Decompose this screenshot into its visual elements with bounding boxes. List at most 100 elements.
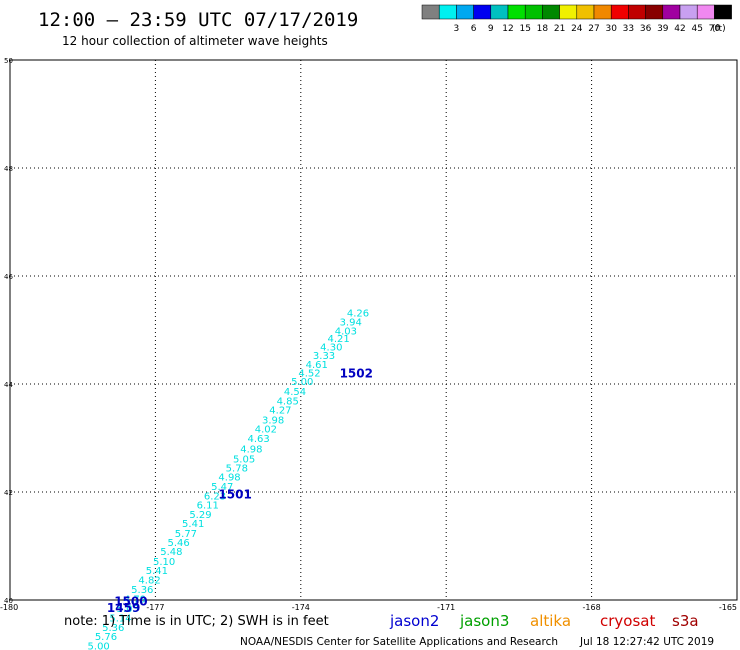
scale-swatch [524,4,543,20]
swh-value: 4.79 [124,595,146,606]
x-tick-label: -180 [0,603,18,612]
swh-value: 4.82 [138,575,160,586]
scale-swatch [576,4,595,20]
scale-swatch [628,4,646,20]
swh-value: 5.00 [291,377,313,388]
scale-swatch [559,4,578,20]
swh-value: 4.63 [247,434,269,445]
scale-swatch [696,4,715,20]
scale-label: 24 [571,24,583,34]
scale-swatch [473,4,492,20]
scale-swatch [610,4,629,20]
x-tick-labels: -180 -177 -174 -171 -168 -165 [0,603,737,612]
satellite-cryosat: cryosat [600,612,655,630]
footer-note: note: 1) Time is in UTC; 2) SWH is in fe… [64,614,329,629]
scale-swatch [679,4,698,20]
scale-swatch [438,4,457,20]
swh-value: 5.00 [88,642,110,650]
y-tick-label: 50 [4,57,13,65]
time-label: 1459 [107,601,140,615]
swh-value: 5.14 [109,614,131,625]
y-tick-label: 40 [4,597,13,605]
scale-swatch [507,4,526,20]
scale-swatch [542,4,560,20]
scale-label: 12 [502,24,513,34]
swh-value: 6.11 [197,501,219,512]
swh-value: 4.02 [255,425,277,436]
satellite-altika: altika [530,612,571,630]
satellite-jason3: jason3 [459,612,509,630]
scale-label: 21 [554,24,565,34]
swh-value: 4.61 [306,360,328,371]
swh-value: 4.98 [218,473,240,484]
y-tick-label: 42 [4,489,13,497]
swh-value: 5.36 [102,623,124,634]
plot-frame [9,59,738,601]
time-label: 1500 [114,594,147,608]
swh-value: 4.27 [269,406,291,417]
chart-subtitle: 12 hour collection of altimeter wave hei… [62,34,328,48]
swh-value: 3.33 [313,351,335,362]
swh-value: 5.05 [117,604,139,615]
swh-value: 3.94 [340,318,362,329]
time-label: 1501 [218,487,251,501]
swh-value: 5.78 [226,463,248,474]
satellite-s3a: s3a [672,612,699,630]
grid [10,60,737,600]
swh-value: 5.36 [131,585,153,596]
swh-value: 5.77 [175,529,197,540]
swh-value: 4.26 [347,309,369,320]
swh-value: 4.98 [240,445,262,456]
scale-label: 27 [588,24,599,34]
scale-label: 9 [488,24,494,34]
swh-value: 5.10 [153,557,175,568]
scale-unit: (ft) [712,24,726,34]
scale-swatch [593,4,612,20]
x-tick-label: -171 [437,603,455,612]
y-tick-label: 44 [4,381,13,389]
x-tick-label: -168 [583,603,601,612]
scale-label: 42 [674,24,685,34]
x-tick-label: -174 [292,603,310,612]
swh-value: 4.54 [284,387,306,398]
swh-value: 4.52 [298,368,320,379]
swh-value: 4.03 [335,326,357,337]
swh-value: 5.46 [168,538,190,549]
scale-swatch [421,4,440,20]
scale-label: 33 [623,24,634,34]
swh-value: 6.23 [204,492,226,503]
scale-label: 3 [454,24,460,34]
y-tick-labels: 40 42 44 46 48 50 [4,57,13,605]
x-tick-label: -177 [146,603,164,612]
swh-value: 4.30 [320,343,342,354]
swh-value: 5.05 [233,454,255,465]
scale-swatch [645,4,664,20]
swh-value: 4.21 [327,334,349,345]
time-label: 1502 [340,367,373,381]
color-scale: 3 6 9 12 15 18 21 24 27 30 33 36 39 42 45 70(ft) [421,4,732,34]
scale-label: 6 [471,24,477,34]
scale-label: 70 [709,24,721,34]
chart-title: 12:00 — 23:59 UTC 07/17/2019 [38,9,358,31]
swh-value: 5.47 [211,482,233,493]
swh-value: 4.85 [277,397,299,408]
y-tick-label: 48 [4,165,13,173]
swh-value: 5.41 [182,519,204,530]
scale-swatch [490,4,509,20]
swh-value: 5.76 [95,632,117,643]
x-tick-label: -165 [719,603,737,612]
y-tick-label: 46 [4,273,13,281]
swh-value: 3.98 [262,415,284,426]
swh-value: 5.29 [189,510,211,521]
scale-swatch [662,4,681,20]
footer-credit: NOAA/NESDIS Center for Satellite Applica… [240,636,558,648]
scale-label: 36 [640,24,652,34]
scale-label: 45 [691,24,702,34]
satellite-legend: jason2 jason3 altika cryosat s3a [389,612,699,630]
scale-swatch [456,4,474,20]
data-points: 4.263.944.034.214.303.334.614.525.004.54… [88,309,370,650]
swh-value: 5.41 [146,566,168,577]
scale-label: 30 [605,24,617,34]
